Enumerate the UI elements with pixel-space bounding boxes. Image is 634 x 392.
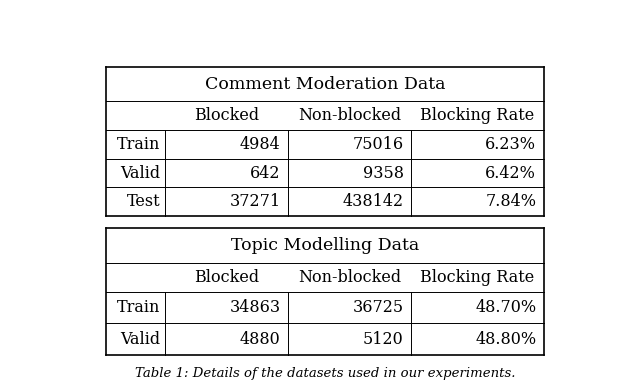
Text: Blocking Rate: Blocking Rate <box>420 269 534 286</box>
Text: 642: 642 <box>250 165 281 181</box>
Text: 34863: 34863 <box>230 299 281 316</box>
Text: 6.23%: 6.23% <box>485 136 536 153</box>
Text: 4984: 4984 <box>240 136 281 153</box>
Text: 6.42%: 6.42% <box>486 165 536 181</box>
Text: 37271: 37271 <box>230 193 281 210</box>
Text: 36725: 36725 <box>353 299 404 316</box>
Text: 48.70%: 48.70% <box>475 299 536 316</box>
Text: 438142: 438142 <box>342 193 404 210</box>
Text: Comment Moderation Data: Comment Moderation Data <box>205 76 445 93</box>
Text: 7.84%: 7.84% <box>485 193 536 210</box>
Text: 48.80%: 48.80% <box>475 330 536 348</box>
Text: Topic Modelling Data: Topic Modelling Data <box>231 237 419 254</box>
Text: Blocked: Blocked <box>194 107 259 124</box>
Text: 9358: 9358 <box>363 165 404 181</box>
Text: Table 1: Details of the datasets used in our experiments.: Table 1: Details of the datasets used in… <box>134 367 515 379</box>
Text: Test: Test <box>127 193 160 210</box>
Text: 5120: 5120 <box>363 330 404 348</box>
Text: Blocked: Blocked <box>194 269 259 286</box>
Text: Train: Train <box>117 299 160 316</box>
Text: 75016: 75016 <box>353 136 404 153</box>
Text: Blocking Rate: Blocking Rate <box>420 107 534 124</box>
Text: Valid: Valid <box>120 330 160 348</box>
Text: Train: Train <box>117 136 160 153</box>
Text: Non-blocked: Non-blocked <box>298 107 401 124</box>
Text: 4880: 4880 <box>240 330 281 348</box>
Text: Non-blocked: Non-blocked <box>298 269 401 286</box>
Text: Valid: Valid <box>120 165 160 181</box>
